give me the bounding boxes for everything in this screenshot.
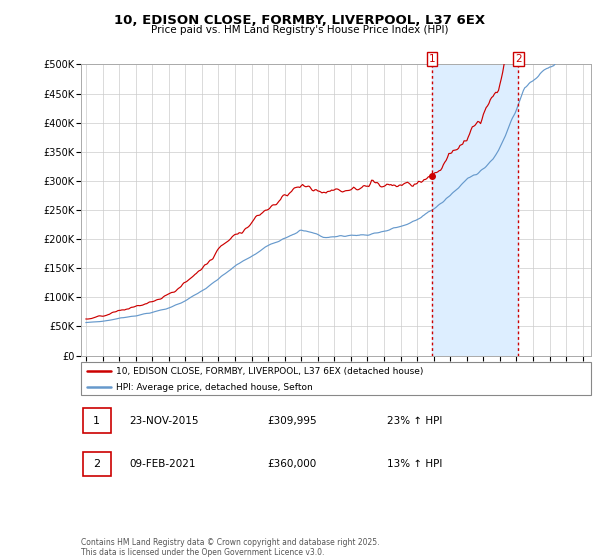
Text: 10, EDISON CLOSE, FORMBY, LIVERPOOL, L37 6EX (detached house): 10, EDISON CLOSE, FORMBY, LIVERPOOL, L37… — [116, 367, 423, 376]
Text: 2: 2 — [93, 459, 100, 469]
FancyBboxPatch shape — [83, 408, 110, 433]
Text: 13% ↑ HPI: 13% ↑ HPI — [387, 459, 442, 469]
Text: 2: 2 — [515, 54, 521, 64]
Text: 23-NOV-2015: 23-NOV-2015 — [129, 416, 199, 426]
FancyBboxPatch shape — [83, 451, 110, 476]
Text: Contains HM Land Registry data © Crown copyright and database right 2025.
This d: Contains HM Land Registry data © Crown c… — [81, 538, 380, 557]
Text: 1: 1 — [93, 416, 100, 426]
Text: Price paid vs. HM Land Registry's House Price Index (HPI): Price paid vs. HM Land Registry's House … — [151, 25, 449, 35]
FancyBboxPatch shape — [81, 362, 591, 395]
Text: 23% ↑ HPI: 23% ↑ HPI — [387, 416, 442, 426]
Text: 1: 1 — [429, 54, 436, 64]
Text: £360,000: £360,000 — [267, 459, 316, 469]
Text: 10, EDISON CLOSE, FORMBY, LIVERPOOL, L37 6EX: 10, EDISON CLOSE, FORMBY, LIVERPOOL, L37… — [115, 14, 485, 27]
Text: £309,995: £309,995 — [267, 416, 317, 426]
Text: HPI: Average price, detached house, Sefton: HPI: Average price, detached house, Seft… — [116, 382, 313, 391]
Bar — [432, 64, 518, 356]
Text: 09-FEB-2021: 09-FEB-2021 — [129, 459, 196, 469]
